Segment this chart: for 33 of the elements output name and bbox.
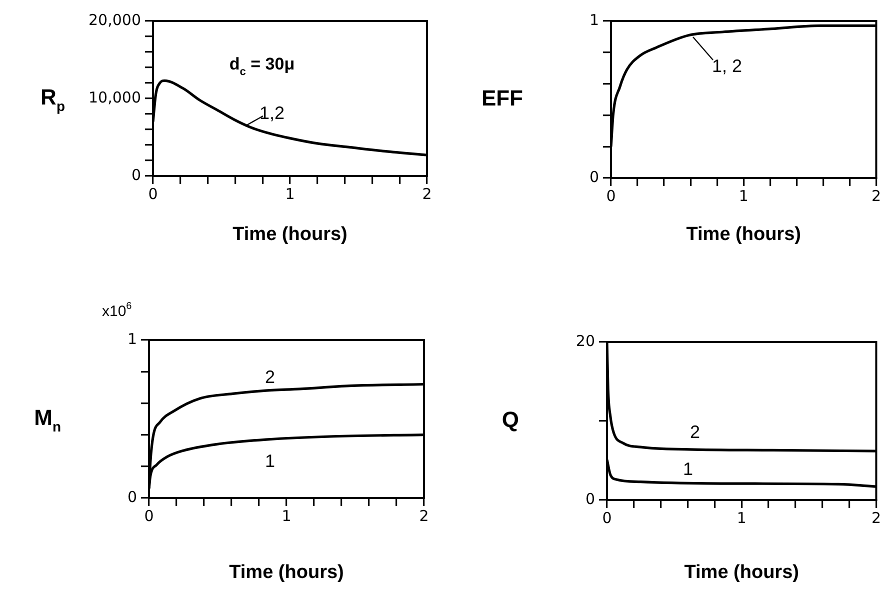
legend-label: 1,2 <box>259 102 285 123</box>
x-tick-label: 0 <box>602 508 612 527</box>
y-tick-label: 20,000 <box>88 10 141 29</box>
y-tick-label: 0 <box>589 168 599 186</box>
x-tick-label: 0 <box>144 506 154 525</box>
x-tick-label: 2 <box>871 186 881 205</box>
x-tick-label: 1 <box>738 186 748 205</box>
y-tick-label: 0 <box>585 490 595 508</box>
x-axis-title: Time (hours) <box>232 224 348 246</box>
x-axis-title: Time (hours) <box>229 562 344 584</box>
x-tick-label: 2 <box>871 508 881 527</box>
y-tick-label: 1 <box>127 330 137 348</box>
series-label: 2 <box>690 422 700 442</box>
x-tick-label: 1 <box>282 506 292 525</box>
y-tick-label: 0 <box>131 166 141 184</box>
x-tick-label: 1 <box>285 184 295 203</box>
y-tick-label: 10,000 <box>88 88 141 106</box>
y-tick-label: 20 <box>576 332 595 350</box>
x-axis-title: Time (hours) <box>686 224 801 246</box>
y-tick-label: 0 <box>127 488 137 506</box>
y-axis-title: Q <box>502 407 520 432</box>
x-tick-label: 0 <box>606 186 616 205</box>
y-tick-label: 1 <box>589 10 599 29</box>
x-tick-label: 1 <box>736 508 746 527</box>
y-axis-title: EFF <box>481 86 524 111</box>
x-axis-title: Time (hours) <box>684 562 799 584</box>
series-label: 1 <box>682 458 694 479</box>
x-tick-label: 0 <box>148 184 158 203</box>
series-label: 1 <box>264 450 276 471</box>
series-label: 2 <box>264 366 276 387</box>
x-tick-label: 2 <box>419 506 429 525</box>
legend-label: 1, 2 <box>712 56 742 76</box>
x-tick-label: 2 <box>422 184 432 203</box>
